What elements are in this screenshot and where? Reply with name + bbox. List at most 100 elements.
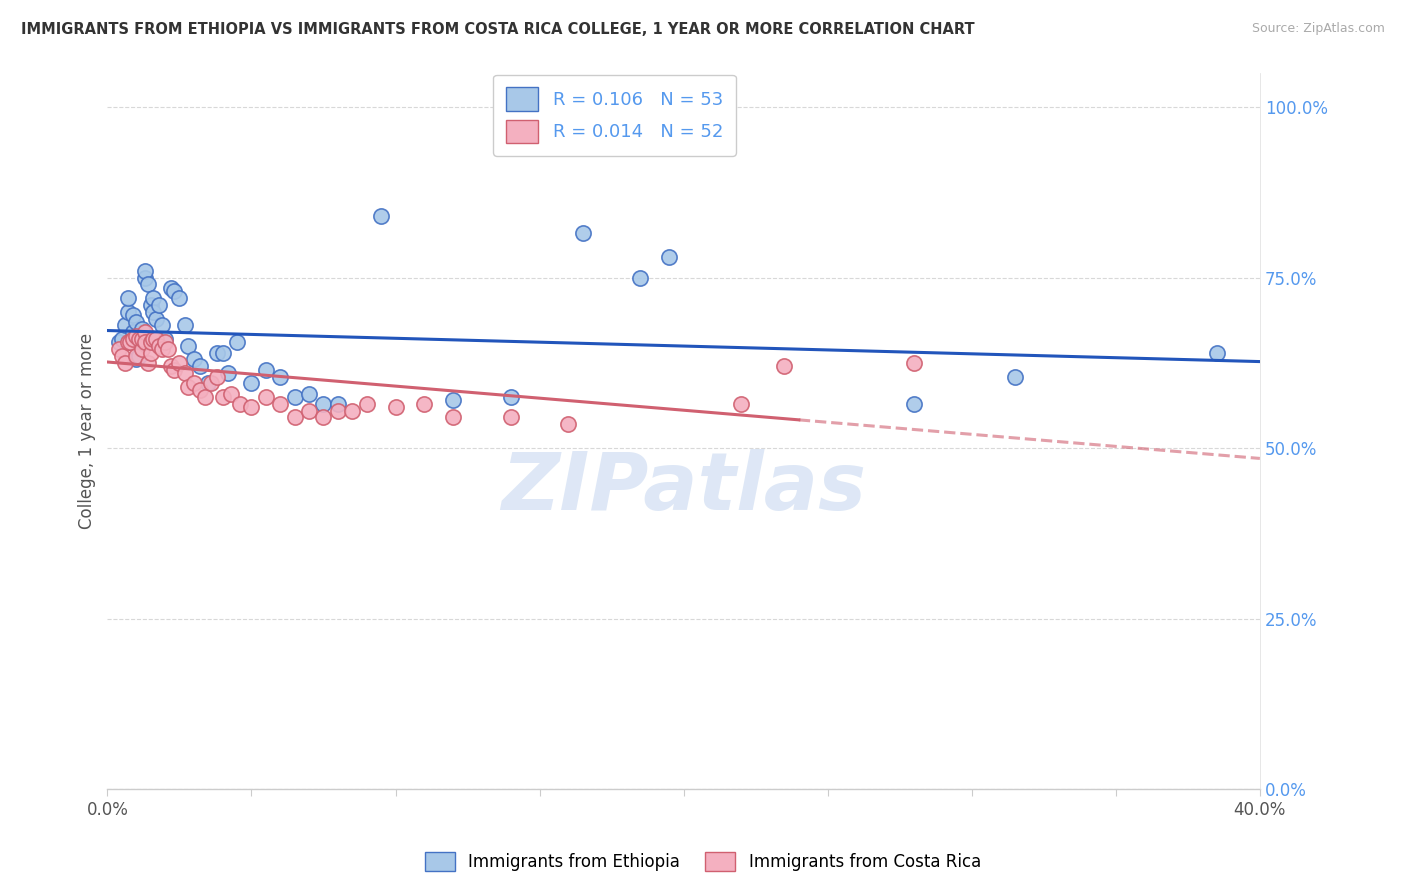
- Point: [384, 401, 406, 415]
- Point: [139, 345, 162, 359]
- Point: [128, 335, 150, 350]
- Point: [159, 281, 181, 295]
- Text: Source: ZipAtlas.com: Source: ZipAtlas.com: [1251, 22, 1385, 36]
- Point: [125, 349, 148, 363]
- Point: [177, 380, 200, 394]
- Legend: R = 0.106   N = 53, R = 0.014   N = 52: R = 0.106 N = 53, R = 0.014 N = 52: [494, 75, 735, 155]
- Y-axis label: College, 1 year or more: College, 1 year or more: [79, 333, 96, 529]
- Point: [122, 308, 145, 322]
- Point: [211, 345, 233, 359]
- Point: [136, 277, 159, 292]
- Point: [269, 397, 291, 411]
- Point: [153, 335, 176, 350]
- Point: [174, 318, 197, 333]
- Point: [145, 332, 167, 346]
- Point: [169, 356, 191, 370]
- Point: [298, 386, 321, 401]
- Point: [131, 332, 153, 346]
- Text: ZIPatlas: ZIPatlas: [501, 450, 866, 527]
- Point: [139, 335, 162, 350]
- Point: [125, 328, 148, 343]
- Point: [108, 343, 131, 357]
- Point: [188, 383, 211, 397]
- Point: [150, 343, 173, 357]
- Point: [240, 401, 263, 415]
- Point: [148, 339, 170, 353]
- Point: [122, 332, 145, 346]
- Point: [139, 335, 162, 350]
- Point: [163, 285, 186, 299]
- Point: [125, 315, 148, 329]
- Point: [217, 366, 239, 380]
- Point: [226, 335, 249, 350]
- Point: [194, 390, 217, 404]
- Point: [240, 376, 263, 391]
- Point: [312, 397, 335, 411]
- Point: [1205, 345, 1227, 359]
- Point: [183, 352, 205, 367]
- Point: [200, 376, 222, 391]
- Point: [150, 318, 173, 333]
- Point: [413, 397, 436, 411]
- Point: [114, 356, 136, 370]
- Point: [342, 403, 364, 417]
- Point: [117, 291, 139, 305]
- Point: [284, 410, 307, 425]
- Point: [183, 376, 205, 391]
- Point: [134, 264, 156, 278]
- Point: [163, 362, 186, 376]
- Point: [205, 345, 228, 359]
- Point: [111, 332, 134, 346]
- Point: [128, 349, 150, 363]
- Point: [499, 410, 522, 425]
- Point: [114, 318, 136, 333]
- Point: [284, 390, 307, 404]
- Point: [229, 397, 252, 411]
- Point: [441, 393, 464, 408]
- Point: [326, 397, 349, 411]
- Point: [169, 291, 191, 305]
- Point: [128, 332, 150, 346]
- Point: [134, 335, 156, 350]
- Point: [131, 322, 153, 336]
- Point: [156, 343, 179, 357]
- Point: [441, 410, 464, 425]
- Point: [903, 356, 925, 370]
- Point: [356, 397, 378, 411]
- Point: [188, 359, 211, 374]
- Point: [174, 366, 197, 380]
- Point: [131, 343, 153, 357]
- Point: [370, 209, 392, 223]
- Point: [136, 356, 159, 370]
- Point: [254, 390, 277, 404]
- Point: [139, 298, 162, 312]
- Point: [628, 270, 651, 285]
- Point: [111, 349, 134, 363]
- Point: [903, 397, 925, 411]
- Point: [131, 332, 153, 346]
- Text: IMMIGRANTS FROM ETHIOPIA VS IMMIGRANTS FROM COSTA RICA COLLEGE, 1 YEAR OR MORE C: IMMIGRANTS FROM ETHIOPIA VS IMMIGRANTS F…: [21, 22, 974, 37]
- Point: [120, 335, 142, 350]
- Point: [117, 335, 139, 350]
- Point: [571, 227, 593, 241]
- Point: [117, 304, 139, 318]
- Point: [326, 403, 349, 417]
- Point: [557, 417, 579, 432]
- Point: [142, 291, 165, 305]
- Point: [312, 410, 335, 425]
- Point: [1004, 369, 1026, 384]
- Point: [219, 386, 242, 401]
- Point: [269, 369, 291, 384]
- Point: [134, 325, 156, 339]
- Point: [122, 325, 145, 339]
- Point: [658, 250, 681, 264]
- Point: [145, 311, 167, 326]
- Point: [153, 332, 176, 346]
- Point: [730, 397, 752, 411]
- Point: [120, 335, 142, 350]
- Point: [142, 332, 165, 346]
- Point: [211, 390, 233, 404]
- Point: [134, 270, 156, 285]
- Point: [197, 376, 219, 391]
- Point: [499, 390, 522, 404]
